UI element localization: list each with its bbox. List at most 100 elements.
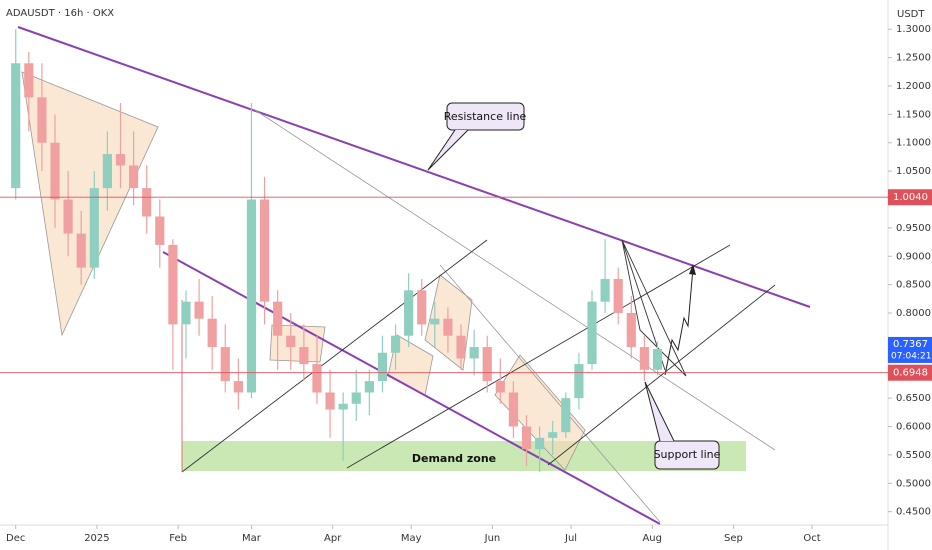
candle-body — [626, 313, 636, 348]
x-tick-label: May — [401, 533, 422, 544]
y-tick-label: 0.6000 — [896, 422, 931, 433]
candle-body — [325, 392, 335, 410]
candle-body — [50, 142, 60, 200]
arrow-head — [689, 264, 696, 275]
annotation: Support line — [654, 448, 721, 461]
candle-body — [443, 318, 453, 336]
demand-zone — [182, 441, 746, 471]
callout-tail — [427, 129, 469, 171]
candle-body — [102, 154, 112, 189]
y-tick-label: 1.0500 — [896, 166, 931, 177]
candle-body — [299, 347, 309, 365]
y-tick-label: 0.9500 — [896, 223, 931, 234]
candle-body — [338, 403, 348, 410]
level-tag — [888, 364, 932, 381]
support-trend — [547, 284, 776, 466]
y-unit: USDT — [897, 9, 925, 20]
candle-body — [168, 244, 178, 325]
y-tick-label: 1.1000 — [896, 138, 931, 149]
candle-body — [142, 188, 152, 217]
y-tick-label: 0.6500 — [896, 393, 931, 404]
candle-body — [63, 199, 73, 234]
candle-body — [207, 318, 217, 348]
candle-body — [652, 348, 663, 370]
candle-body — [181, 301, 191, 325]
trend-line — [254, 109, 776, 451]
y-tick-label: 0.8000 — [896, 308, 931, 319]
y-tick-label: 0.8500 — [896, 280, 931, 291]
candle-body — [639, 347, 649, 370]
candle-body — [220, 347, 230, 382]
candle-body — [76, 233, 86, 268]
x-tick-label: Jul — [564, 533, 577, 544]
candle-body — [364, 381, 374, 393]
candle-body — [456, 335, 466, 359]
chart-title: ADAUSDT · 16h · OKX — [6, 8, 114, 19]
candle-body — [548, 432, 558, 438]
level-tag — [888, 189, 932, 206]
candle-body — [351, 392, 361, 404]
trend-line — [346, 244, 731, 469]
candle-body — [521, 426, 532, 450]
x-tick-label: Apr — [324, 533, 342, 544]
y-tick-label: 1.3000 — [896, 24, 931, 35]
candle-body — [259, 199, 270, 302]
level-label: 0.6948 — [893, 368, 928, 379]
last-price-label: 0.7367 — [893, 339, 928, 350]
trend-line — [181, 239, 488, 473]
candle-body — [11, 63, 21, 189]
x-tick-label: Aug — [642, 533, 662, 544]
y-tick-label: 1.2000 — [896, 81, 931, 92]
candle-body — [561, 398, 571, 433]
y-tick-label: 0.4500 — [896, 507, 931, 518]
annotation: Resistance line — [444, 110, 527, 123]
resistance-line — [17, 26, 811, 308]
x-tick-label: Mar — [242, 533, 262, 544]
candle-body — [495, 381, 505, 393]
candle-body — [469, 347, 479, 359]
countdown: 07:04:21 — [891, 351, 931, 361]
level-label: 1.0040 — [893, 192, 928, 203]
y-tick-label: 0.5500 — [896, 450, 931, 461]
candle-body — [404, 290, 414, 336]
y-tick-label: 0.5000 — [896, 478, 931, 489]
candle-body — [574, 364, 584, 399]
candle-body — [155, 216, 165, 245]
candle-body — [535, 437, 545, 450]
candle-body — [233, 381, 243, 393]
callout-tail — [644, 381, 675, 442]
annotation: Demand zone — [412, 452, 496, 465]
y-tick-label: 1.1500 — [896, 109, 931, 120]
wedge — [621, 239, 687, 377]
trend-line — [439, 264, 661, 523]
candle-body — [613, 278, 623, 314]
x-tick-label: Oct — [803, 533, 820, 544]
candle-body — [194, 301, 204, 319]
x-tick-label: Dec — [6, 533, 25, 544]
candle-body — [115, 154, 126, 166]
candle-body — [312, 364, 322, 393]
lower-line — [162, 251, 661, 525]
y-tick-label: 0.9000 — [896, 251, 931, 262]
x-tick-label: 2025 — [84, 533, 109, 544]
candle-body — [600, 278, 610, 302]
x-tick-label: Sep — [724, 533, 743, 544]
candle-body — [24, 63, 34, 98]
y-tick-label: 1.2500 — [896, 53, 931, 64]
callout-box — [654, 440, 720, 470]
x-tick-label: Jun — [484, 533, 501, 544]
candle-body — [430, 318, 440, 325]
candle-body — [89, 188, 99, 268]
candle-body — [390, 335, 401, 353]
candle-body — [286, 335, 296, 348]
candle-body — [417, 290, 427, 325]
candle-body — [273, 301, 283, 336]
candle-body — [587, 301, 597, 365]
projection-arrow — [664, 267, 694, 376]
candle-body — [482, 347, 492, 382]
candle-body — [377, 352, 388, 382]
callout-box — [446, 102, 525, 131]
x-tick-label: Feb — [169, 533, 187, 544]
candle-body — [508, 392, 518, 427]
